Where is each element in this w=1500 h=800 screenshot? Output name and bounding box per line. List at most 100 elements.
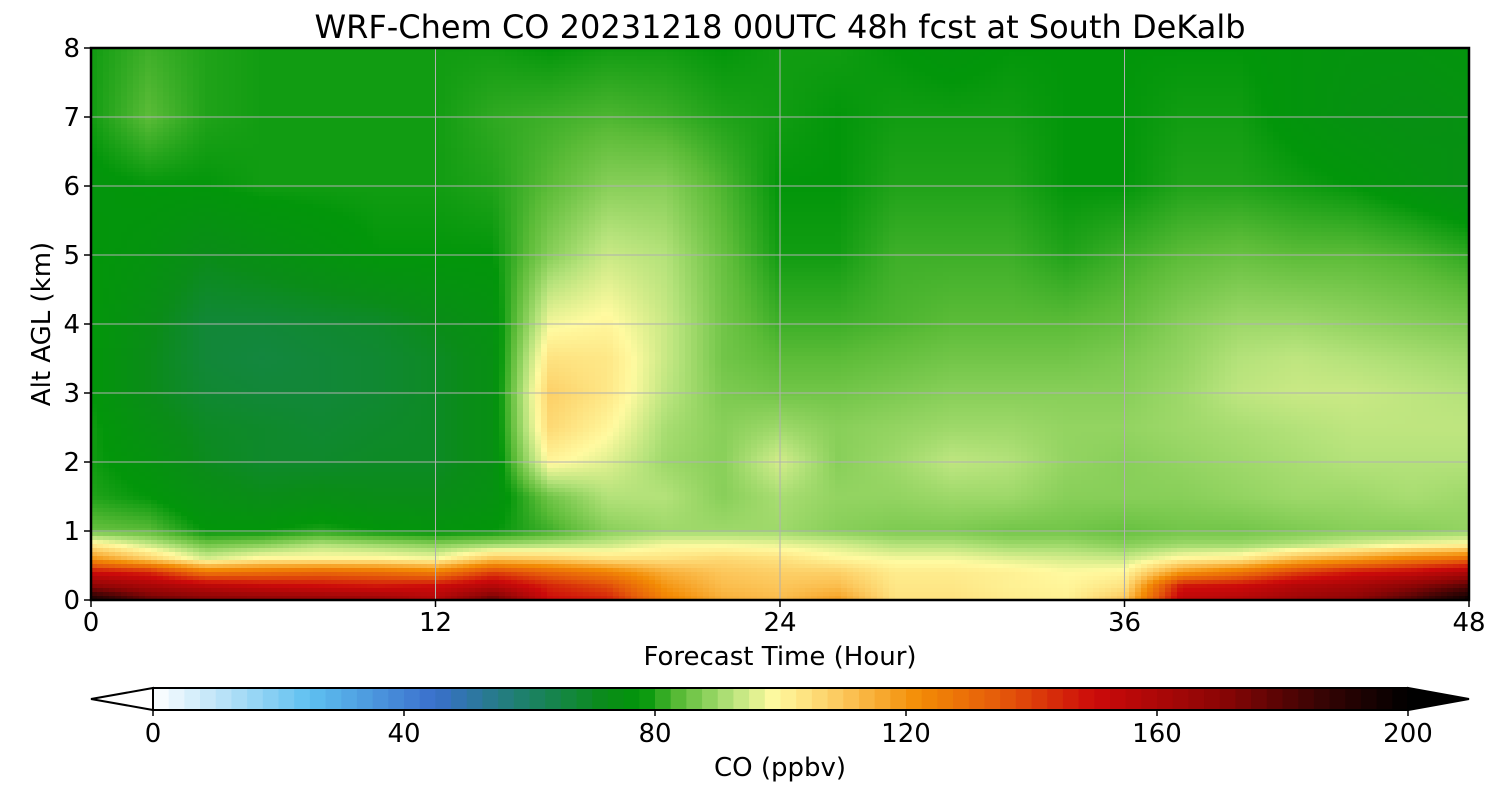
co-cell xyxy=(685,80,692,85)
co-cell xyxy=(1231,100,1238,105)
co-cell xyxy=(361,128,368,133)
co-cell xyxy=(1075,132,1082,137)
co-cell xyxy=(331,92,338,97)
co-cell xyxy=(571,104,578,109)
co-cell xyxy=(373,120,380,125)
co-cell xyxy=(889,104,896,109)
co-cell xyxy=(349,120,356,125)
co-cell xyxy=(667,132,674,137)
co-cell xyxy=(757,76,764,81)
co-cell xyxy=(1459,112,1466,117)
co-cell xyxy=(739,120,746,125)
co-cell xyxy=(1411,128,1418,133)
co-cell xyxy=(841,84,848,89)
co-cell xyxy=(1375,104,1382,109)
co-cell xyxy=(925,60,932,65)
co-cell xyxy=(223,128,230,133)
co-cell xyxy=(421,72,428,77)
co-cell xyxy=(1231,60,1238,65)
co-cell xyxy=(1069,128,1076,133)
co-cell xyxy=(385,84,392,89)
co-cell xyxy=(1243,120,1250,125)
co-cell xyxy=(1249,60,1256,65)
co-cell xyxy=(943,60,950,65)
co-cell xyxy=(301,120,308,125)
co-cell xyxy=(103,80,110,85)
co-cell xyxy=(1321,52,1328,57)
co-cell xyxy=(1087,104,1094,109)
co-cell xyxy=(1309,60,1316,65)
co-cell xyxy=(799,88,806,93)
co-cell xyxy=(1411,100,1418,105)
co-cell xyxy=(667,112,674,117)
co-cell xyxy=(1387,120,1394,125)
co-cell xyxy=(193,68,200,73)
co-cell xyxy=(607,52,614,57)
co-cell xyxy=(1081,112,1088,117)
co-cell xyxy=(853,104,860,109)
co-cell xyxy=(943,68,950,73)
co-cell xyxy=(307,72,314,77)
co-cell xyxy=(331,52,338,57)
co-cell xyxy=(409,56,416,61)
co-cell xyxy=(313,88,320,93)
co-cell xyxy=(103,60,110,65)
co-cell xyxy=(1297,128,1304,133)
co-cell xyxy=(913,56,920,61)
co-cell xyxy=(523,108,530,113)
co-cell xyxy=(895,112,902,117)
co-cell xyxy=(727,84,734,89)
co-cell xyxy=(889,124,896,129)
co-cell xyxy=(919,68,926,73)
co-cell xyxy=(397,96,404,101)
co-cell xyxy=(289,92,296,97)
co-cell xyxy=(949,92,956,97)
co-cell xyxy=(1255,72,1262,77)
co-cell xyxy=(175,72,182,77)
co-cell xyxy=(1243,68,1250,73)
co-cell xyxy=(559,72,566,77)
co-cell xyxy=(655,124,662,129)
co-cell xyxy=(1039,52,1046,57)
co-cell xyxy=(1405,92,1412,97)
co-cell xyxy=(643,60,650,65)
co-cell xyxy=(883,88,890,93)
co-cell xyxy=(415,112,422,117)
co-cell xyxy=(943,104,950,109)
co-cell xyxy=(1081,64,1088,69)
co-cell xyxy=(1153,56,1160,61)
co-cell xyxy=(871,96,878,101)
co-cell xyxy=(709,60,716,65)
co-cell xyxy=(1357,104,1364,109)
co-cell xyxy=(355,56,362,61)
co-cell xyxy=(793,88,800,93)
co-cell xyxy=(427,64,434,69)
co-cell xyxy=(361,72,368,77)
co-cell xyxy=(745,84,752,89)
co-cell xyxy=(499,72,506,77)
co-cell xyxy=(931,108,938,113)
co-cell xyxy=(259,96,266,101)
co-cell xyxy=(1423,112,1430,117)
co-cell xyxy=(733,100,740,105)
co-cell xyxy=(103,124,110,129)
co-cell xyxy=(1117,96,1124,101)
co-cell xyxy=(1249,76,1256,81)
co-cell xyxy=(391,96,398,101)
co-cell xyxy=(565,112,572,117)
co-cell xyxy=(1105,104,1112,109)
co-cell xyxy=(1357,68,1364,73)
co-cell xyxy=(367,56,374,61)
co-cell xyxy=(535,88,542,93)
co-cell xyxy=(1333,128,1340,133)
co-cell xyxy=(121,128,128,133)
co-cell xyxy=(187,124,194,129)
co-cell xyxy=(703,64,710,69)
co-cell xyxy=(223,84,230,89)
co-cell xyxy=(829,124,836,129)
co-cell xyxy=(1393,68,1400,73)
co-cell xyxy=(1447,96,1454,101)
co-cell xyxy=(1255,108,1262,113)
co-cell xyxy=(613,104,620,109)
co-cell xyxy=(553,132,560,137)
